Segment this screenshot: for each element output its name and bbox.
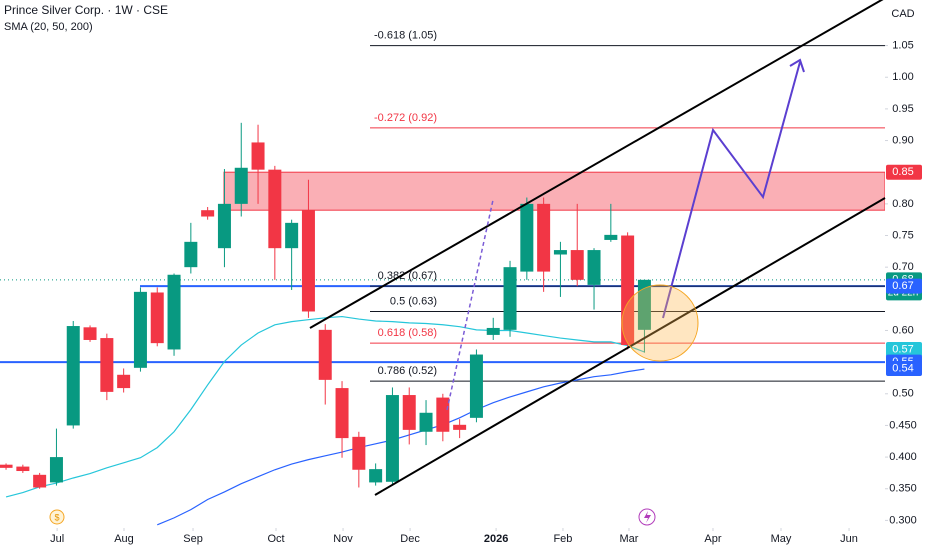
candle-body [16, 466, 30, 472]
chart-title: Prince Silver Corp. · 1W · CSE [4, 3, 168, 17]
y-tick-label: 0.450 [889, 419, 917, 431]
fib-label: 0.618 (0.58) [378, 327, 437, 339]
candle-body [419, 412, 433, 432]
x-tick-label: Feb [553, 533, 572, 545]
candle-body [301, 210, 315, 312]
candle-body [352, 436, 366, 470]
candle-body [167, 274, 181, 350]
candle-body [604, 234, 618, 240]
candle-body [83, 327, 97, 340]
candle-body [369, 469, 383, 483]
x-tick-label: Apr [704, 533, 721, 545]
y-tick-label: 0.50 [892, 388, 913, 400]
candle-body [335, 388, 349, 439]
x-tick-label: Oct [267, 533, 284, 545]
x-tick-label: Jun [840, 533, 858, 545]
fib-label: 0.5 (0.63) [390, 295, 437, 307]
y-tick-label: 1.05 [892, 39, 913, 51]
y-tick-label: 0.300 [889, 514, 917, 526]
candle-body [285, 222, 299, 249]
y-tick-label: 0.350 [889, 483, 917, 495]
candle-body [201, 210, 215, 217]
candle-body [251, 142, 265, 170]
indicator-label: SMA (20, 50, 200) [4, 21, 93, 33]
candle-body [587, 250, 601, 285]
axes: 0.300 0.350 0.400 0.450 0.50 0.60 0.70 0.75 0.80… [50, 39, 922, 545]
candle-body [553, 250, 567, 255]
fib-label: -0.272 (0.92) [374, 112, 437, 124]
dashed-projection [446, 199, 494, 411]
price-tag [886, 360, 922, 376]
price-tag-label: 0.67 [892, 280, 913, 292]
candle-body [234, 167, 248, 204]
price-tag-label: 0.57 [892, 343, 913, 355]
price-tag-label: 0.54 [892, 362, 913, 374]
dividend-icon-glyph: $ [54, 512, 59, 522]
candle-body [570, 250, 584, 280]
plot-area: -0.618 (1.05) -0.272 (0.92) 0.382 (0.67) 0.… [0, 29, 885, 526]
candle-body [453, 424, 467, 430]
projection-path [662, 61, 801, 319]
candle-body [217, 203, 231, 249]
x-tick-label: Sep [183, 533, 203, 545]
sma-line [5, 315, 645, 498]
candle-body [486, 327, 500, 335]
candle-body [33, 474, 47, 488]
price-tag [886, 341, 922, 357]
highlight-circle [621, 284, 699, 362]
candle-body [537, 203, 551, 272]
channel-upper [309, 0, 884, 329]
price-tag [886, 164, 922, 180]
candle-body [385, 395, 399, 482]
candle-body [150, 292, 164, 344]
candle-body [49, 457, 63, 483]
candle-body [66, 326, 80, 426]
fib-label: 0.382 (0.67) [378, 270, 437, 282]
candle-body [637, 279, 651, 330]
projection-arrow [789, 58, 805, 73]
candle-body [402, 395, 416, 430]
candle-body [621, 235, 635, 346]
fib-label: 0.786 (0.52) [378, 365, 437, 377]
drawings [309, 0, 886, 496]
x-tick-label: Dec [400, 533, 420, 545]
event-icon-glyph [644, 511, 651, 523]
y-tick-label: 0.75 [892, 229, 913, 241]
candle-body [0, 464, 13, 468]
y-tick-label: 0.60 [892, 324, 913, 336]
dividend-icon[interactable] [49, 509, 65, 525]
fib-label: -0.618 (1.05) [374, 29, 437, 41]
candle-body [469, 354, 483, 418]
x-tick-label: 2026 [484, 533, 508, 545]
y-tick-label: 0.80 [892, 198, 913, 210]
x-tick-label: Nov [333, 533, 353, 545]
price-tag-label: 0.85 [892, 166, 913, 178]
y-tick-label: 0.90 [892, 134, 913, 146]
candle-body [436, 397, 450, 432]
candle-body [503, 267, 517, 330]
y-tick-label: 0.400 [889, 451, 917, 463]
x-tick-label: Mar [619, 533, 638, 545]
candle-body [318, 329, 332, 380]
resistance-zone [223, 171, 885, 211]
x-tick-label: Jul [50, 533, 64, 545]
currency-label: CAD [891, 8, 914, 20]
x-tick-label: Aug [114, 533, 134, 545]
y-tick-label: 0.95 [892, 103, 913, 115]
candle-body [520, 203, 534, 272]
y-tick-label: 0.70 [892, 261, 913, 273]
candle-body [133, 291, 147, 368]
candle-body [184, 241, 198, 268]
y-tick-label: 1.00 [892, 71, 913, 83]
price-tag [886, 278, 922, 294]
x-tick-label: May [771, 533, 792, 545]
candle-body [100, 338, 114, 392]
candle-body [117, 374, 131, 389]
sma-line [157, 368, 645, 526]
event-icons: $ [49, 508, 656, 526]
candle-body [268, 169, 282, 249]
